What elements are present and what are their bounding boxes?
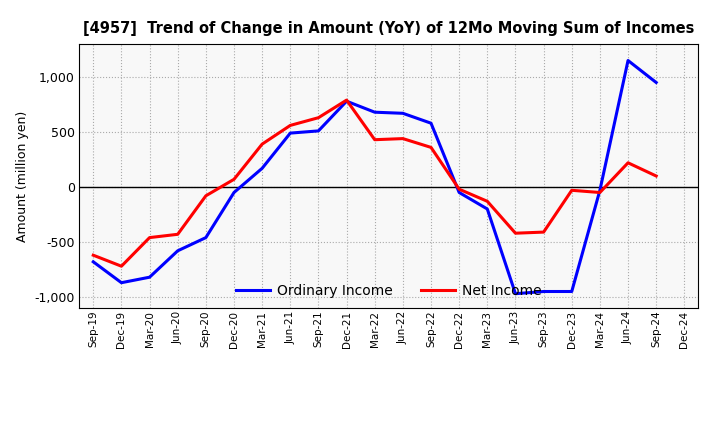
Net Income (230, 176, 238, 182)
Net Income (455, 187, 464, 192)
Y-axis label: Amount (million yen): Amount (million yen) (16, 110, 29, 242)
Title: [4957]  Trend of Change in Amount (YoY) of 12Mo Moving Sum of Incomes: [4957] Trend of Change in Amount (YoY) o… (83, 21, 695, 36)
Net Income (174, 231, 182, 237)
Net Income (483, 198, 492, 204)
Net Income (595, 190, 604, 195)
Ordinary Income (370, 110, 379, 115)
Net Income (427, 145, 436, 150)
Ordinary Income (595, 187, 604, 193)
Net Income (539, 230, 548, 235)
Ordinary Income (230, 190, 238, 195)
Net Income (314, 115, 323, 120)
Ordinary Income (342, 99, 351, 104)
Ordinary Income (567, 289, 576, 294)
Ordinary Income (624, 58, 632, 63)
Ordinary Income (117, 280, 126, 286)
Ordinary Income (427, 121, 436, 126)
Ordinary Income (652, 80, 660, 85)
Ordinary Income (314, 128, 323, 133)
Legend: Ordinary Income, Net Income: Ordinary Income, Net Income (230, 279, 548, 304)
Ordinary Income (258, 165, 266, 171)
Ordinary Income (539, 289, 548, 294)
Line: Net Income: Net Income (94, 100, 656, 266)
Net Income (342, 97, 351, 103)
Net Income (145, 235, 154, 240)
Ordinary Income (511, 291, 520, 297)
Net Income (370, 137, 379, 142)
Ordinary Income (174, 248, 182, 253)
Net Income (89, 253, 98, 258)
Net Income (202, 193, 210, 198)
Net Income (567, 187, 576, 193)
Net Income (624, 160, 632, 165)
Net Income (258, 141, 266, 147)
Line: Ordinary Income: Ordinary Income (94, 60, 656, 294)
Ordinary Income (202, 235, 210, 240)
Net Income (117, 264, 126, 269)
Ordinary Income (455, 190, 464, 195)
Ordinary Income (286, 130, 294, 136)
Net Income (652, 173, 660, 179)
Ordinary Income (89, 259, 98, 264)
Ordinary Income (145, 275, 154, 280)
Net Income (399, 136, 408, 141)
Net Income (286, 123, 294, 128)
Ordinary Income (399, 110, 408, 116)
Ordinary Income (483, 206, 492, 212)
Net Income (511, 231, 520, 236)
